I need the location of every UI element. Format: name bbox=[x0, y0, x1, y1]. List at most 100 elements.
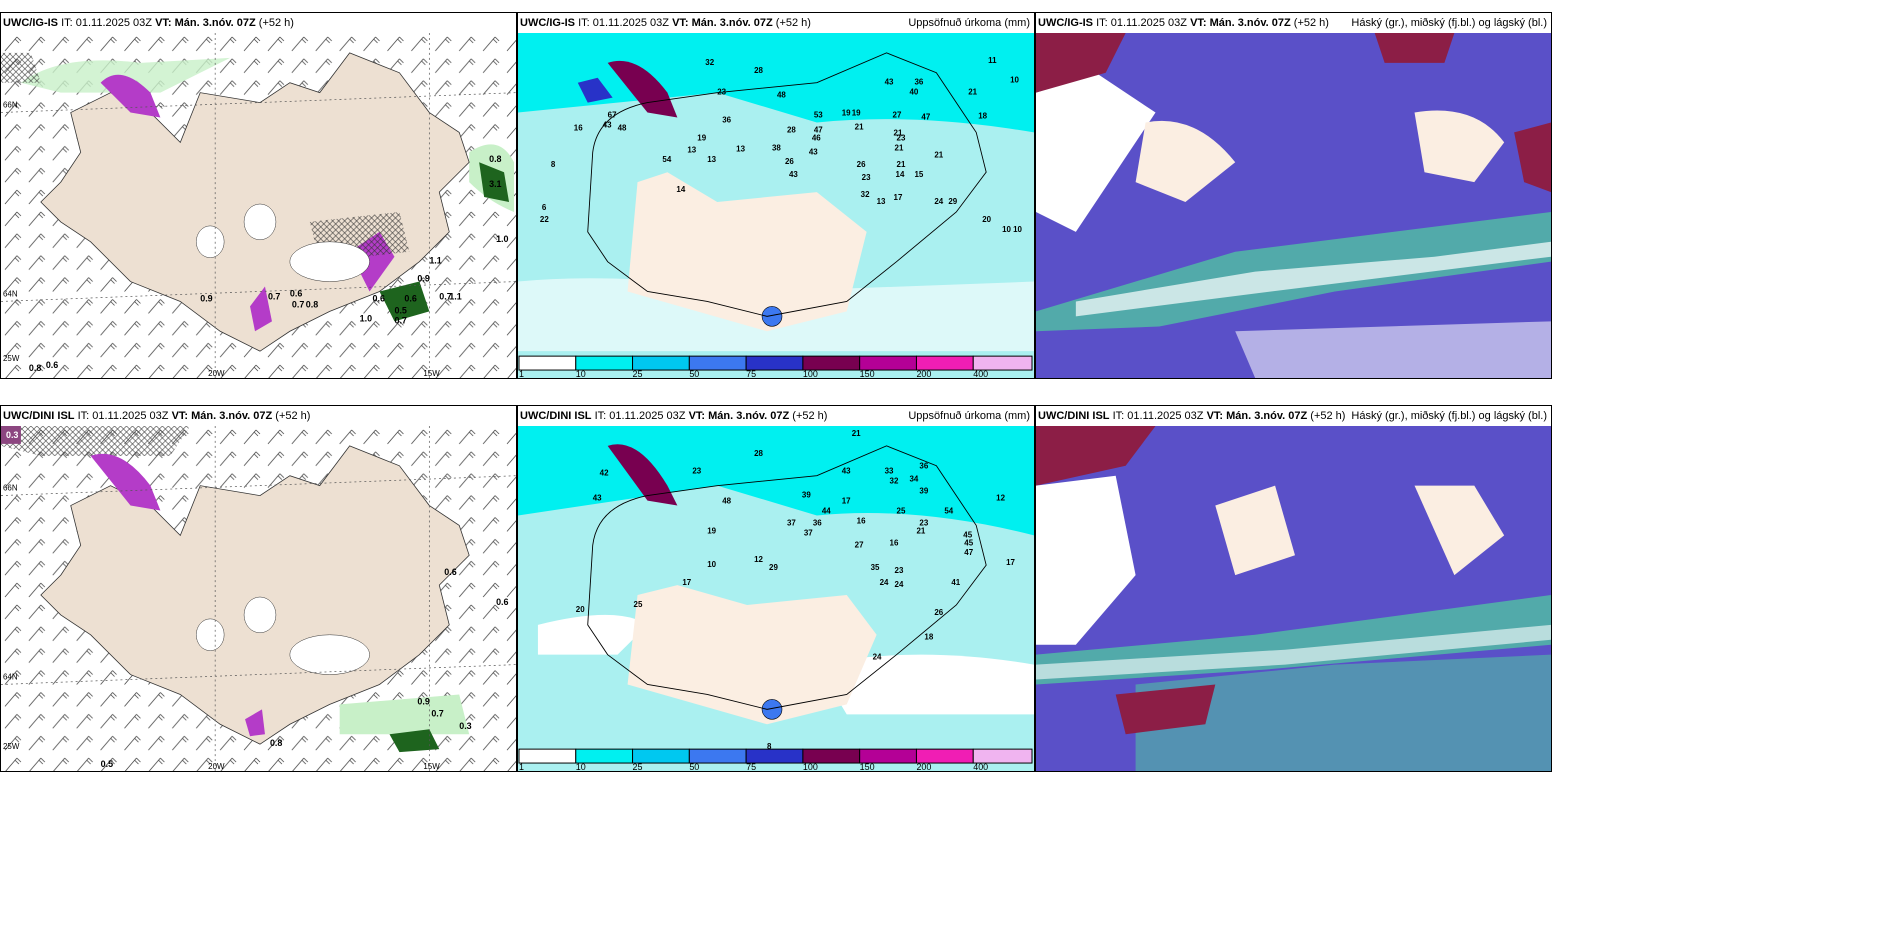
value-label: 28 bbox=[754, 449, 763, 458]
colorbar-swatch bbox=[518, 748, 577, 764]
colorbar-swatch bbox=[575, 355, 634, 371]
panel-title: UWC/IG-IS IT: 01.11.2025 03Z VT: Mán. 3.… bbox=[1, 13, 516, 33]
value-label: 23 bbox=[897, 133, 906, 142]
value-label: 23 bbox=[692, 467, 701, 476]
value-label: 36 bbox=[919, 462, 928, 471]
value-label: 54 bbox=[662, 155, 671, 164]
value-label: 10 bbox=[1002, 225, 1011, 234]
value-label: 22 bbox=[540, 215, 549, 224]
value-label: 0.6 bbox=[404, 293, 416, 303]
value-label: 48 bbox=[722, 497, 731, 506]
value-label: 43 bbox=[885, 78, 894, 87]
lon-label: 25W bbox=[3, 742, 20, 751]
value-label: 0.5 bbox=[101, 759, 113, 769]
value-label: 3.1 bbox=[489, 179, 501, 189]
panel-bot-mid: UWC/DINI ISL IT: 01.11.2025 03Z VT: Mán.… bbox=[517, 405, 1035, 772]
glacier-vatnajokull bbox=[289, 241, 370, 282]
colorbar-tick: 50 bbox=[689, 369, 699, 378]
value-label: 25 bbox=[634, 600, 643, 609]
value-label: 32 bbox=[705, 58, 714, 67]
value-label: 27 bbox=[893, 111, 902, 120]
value-label: 6 bbox=[542, 203, 547, 212]
colorbar-tick: 400 bbox=[973, 369, 988, 378]
value-label: 42 bbox=[600, 469, 609, 478]
accumulated-precip-map: 1 10 25 50 75 100 150 200 400 21 28 23 4… bbox=[518, 426, 1034, 771]
value-label: 0.6 bbox=[373, 293, 385, 303]
value-labels-bot-mid: 21 28 23 42 48 37 39 43 33 32 34 36 39 3… bbox=[576, 429, 1016, 751]
value-label: 0.6 bbox=[444, 567, 456, 577]
panel-bot-right: UWC/DINI ISL IT: 01.11.2025 03Z VT: Mán.… bbox=[1035, 405, 1552, 772]
lat-label: 66N bbox=[3, 484, 18, 493]
value-labels-top-mid: 32 28 23 36 48 53 47 46 43 19 19 21 27 4… bbox=[540, 56, 1023, 234]
value-label: 18 bbox=[978, 112, 987, 121]
value-labels-top-left: 0.8 3.1 1.0 1.1 0.9 0.9 0.7 0.6 0.7 0.8 … bbox=[29, 154, 509, 373]
value-label: 0.7 bbox=[431, 708, 443, 718]
value-label: 0.6 bbox=[46, 360, 58, 370]
value-label: 14 bbox=[896, 170, 905, 179]
value-label: 36 bbox=[722, 115, 731, 124]
value-label: 39 bbox=[919, 487, 928, 496]
cloud-cover-map bbox=[1036, 426, 1551, 771]
panel-subtitle: Uppsöfnuð úrkoma (mm) bbox=[908, 17, 1030, 29]
value-label: 21 bbox=[855, 122, 864, 131]
value-label: 13 bbox=[736, 144, 745, 153]
value-label: 11 bbox=[988, 56, 997, 65]
colorbar-tick: 100 bbox=[803, 369, 818, 378]
colorbar-tick: 150 bbox=[860, 369, 875, 378]
value-label: 19 bbox=[842, 109, 851, 118]
panel-top-mid: UWC/IG-IS IT: 01.11.2025 03Z VT: Mán. 3.… bbox=[517, 12, 1035, 379]
value-label: 47 bbox=[814, 125, 823, 134]
value-label: 43 bbox=[842, 467, 851, 476]
value-label: 0.3 bbox=[6, 430, 18, 440]
value-label: 40 bbox=[909, 88, 918, 97]
colorbar-swatch bbox=[915, 748, 974, 764]
value-label: 47 bbox=[921, 113, 930, 122]
panel-title: UWC/DINI ISL IT: 01.11.2025 03Z VT: Mán.… bbox=[518, 406, 1034, 426]
value-label: 17 bbox=[842, 497, 851, 506]
value-label: 0.9 bbox=[417, 274, 429, 284]
value-label: 0.5 bbox=[394, 305, 406, 315]
colorbar-tick: 200 bbox=[916, 369, 931, 378]
lat-label: 64N bbox=[3, 673, 18, 682]
colorbar-tick: 75 bbox=[746, 369, 756, 378]
value-label: 17 bbox=[682, 578, 691, 587]
value-label: 45 bbox=[963, 530, 972, 539]
value-label: 35 bbox=[871, 563, 880, 572]
value-label: 28 bbox=[787, 125, 796, 134]
colorbar-swatch bbox=[518, 355, 577, 371]
panel-subtitle: Háský (gr.), miðský (fj.bl.) og lágský (… bbox=[1351, 17, 1547, 29]
value-label: 16 bbox=[890, 538, 899, 547]
value-label: 1.0 bbox=[496, 234, 508, 244]
value-label: 13 bbox=[687, 145, 696, 154]
value-label: 28 bbox=[754, 66, 763, 75]
value-label: 18 bbox=[924, 633, 933, 642]
value-label: 44 bbox=[822, 506, 831, 515]
value-label: 20 bbox=[576, 605, 585, 614]
value-label: 17 bbox=[894, 193, 903, 202]
wind-precip-map: 20W 15W 66N 64N 25W 0.8 3.1 1.0 1.1 0.9 … bbox=[1, 33, 516, 378]
value-label: 43 bbox=[593, 494, 602, 503]
colorbar-swatch bbox=[859, 355, 917, 371]
value-label: 17 bbox=[1006, 558, 1015, 567]
value-label: 20 bbox=[982, 215, 991, 224]
panel-title: UWC/IG-IS IT: 01.11.2025 03Z VT: Mán. 3.… bbox=[518, 13, 1034, 33]
colorbar: 1 10 25 50 75 100 150 200 400 bbox=[518, 748, 1033, 771]
value-label: 21 bbox=[894, 128, 903, 137]
value-label: 43 bbox=[789, 170, 798, 179]
value-label: 21 bbox=[916, 526, 925, 535]
panel-subtitle: Uppsöfnuð úrkoma (mm) bbox=[908, 410, 1030, 422]
value-label: 36 bbox=[914, 78, 923, 87]
value-label: 47 bbox=[964, 548, 973, 557]
value-label: 27 bbox=[855, 540, 864, 549]
value-label: 48 bbox=[777, 91, 786, 100]
wind-precip-map: 20W 15W 66N 64N 25W 0.3 0.6 0.6 0.9 0.7 … bbox=[1, 426, 516, 771]
value-label: 0.8 bbox=[270, 738, 282, 748]
colorbar-tick: 10 bbox=[576, 762, 586, 771]
value-label: 13 bbox=[877, 197, 886, 206]
value-label: 24 bbox=[934, 197, 943, 206]
colorbar-tick: 75 bbox=[746, 762, 756, 771]
colorbar-tick: 100 bbox=[803, 762, 818, 771]
value-label: 32 bbox=[890, 477, 899, 486]
colorbar-tick: 50 bbox=[689, 762, 699, 771]
value-label: 0.7 bbox=[439, 291, 451, 301]
